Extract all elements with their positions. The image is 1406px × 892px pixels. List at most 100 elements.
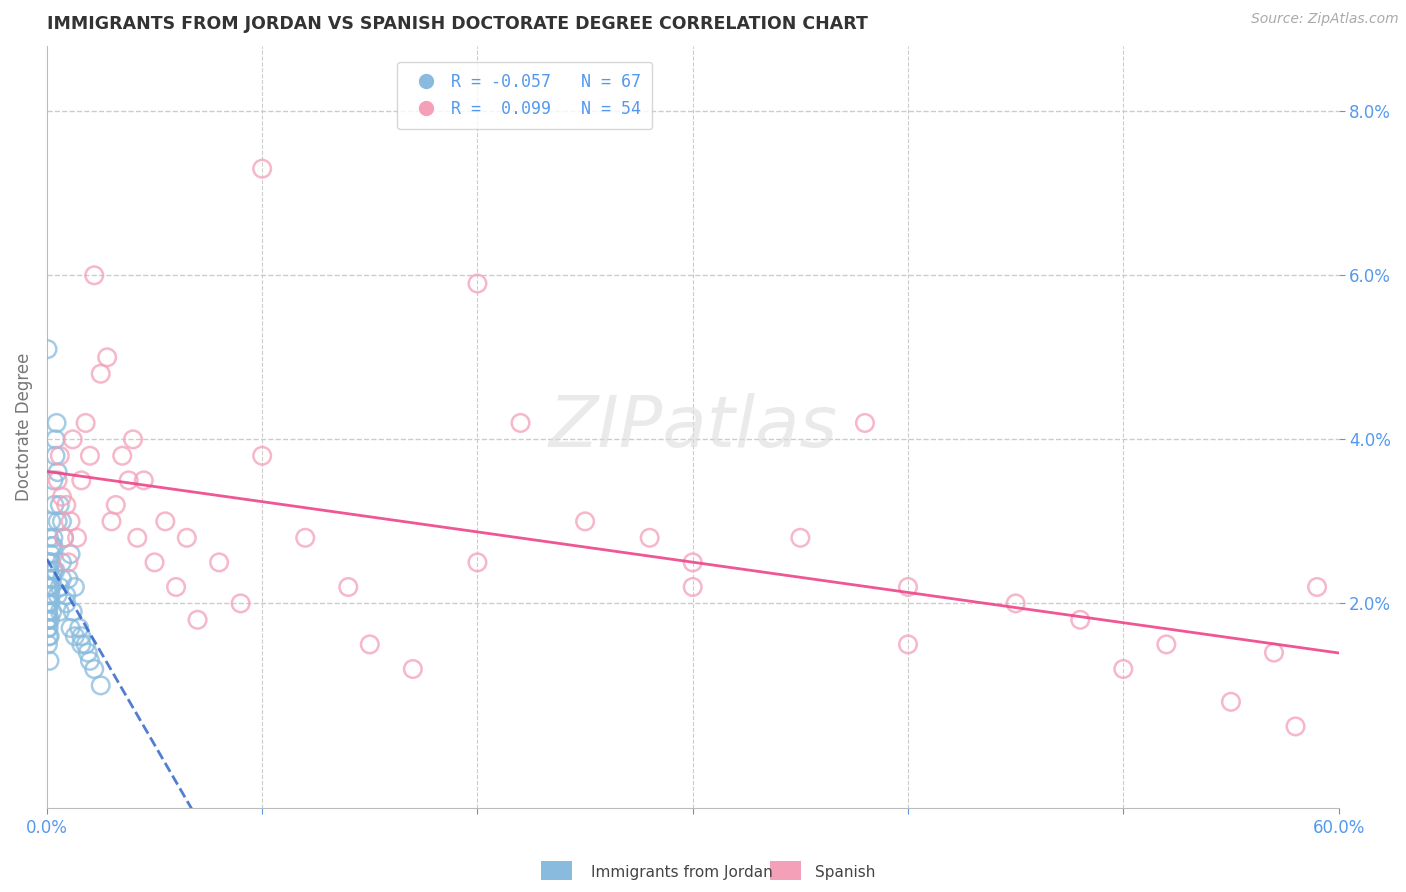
Text: IMMIGRANTS FROM JORDAN VS SPANISH DOCTORATE DEGREE CORRELATION CHART: IMMIGRANTS FROM JORDAN VS SPANISH DOCTOR… bbox=[46, 15, 868, 33]
Point bbox=[66, 531, 89, 545]
Point bbox=[402, 662, 425, 676]
Point bbox=[70, 629, 93, 643]
Point bbox=[37, 342, 59, 356]
Point bbox=[176, 531, 198, 545]
Point bbox=[118, 474, 141, 488]
Point bbox=[59, 515, 82, 529]
Point bbox=[49, 449, 72, 463]
Point bbox=[55, 498, 77, 512]
Point bbox=[63, 629, 86, 643]
Point bbox=[53, 531, 76, 545]
Point bbox=[44, 433, 66, 447]
Point bbox=[39, 580, 62, 594]
Point bbox=[1219, 695, 1241, 709]
Point bbox=[111, 449, 134, 463]
Point bbox=[1156, 637, 1178, 651]
Point bbox=[37, 596, 59, 610]
Point bbox=[1263, 646, 1285, 660]
Point bbox=[42, 539, 65, 553]
Point bbox=[90, 678, 112, 692]
Point bbox=[38, 531, 60, 545]
Point bbox=[38, 564, 60, 578]
Point bbox=[46, 474, 69, 488]
Point bbox=[38, 613, 60, 627]
Point bbox=[55, 588, 77, 602]
Point bbox=[49, 498, 72, 512]
Point bbox=[37, 613, 59, 627]
Point bbox=[1306, 580, 1329, 594]
Point bbox=[41, 572, 63, 586]
Point bbox=[79, 654, 101, 668]
Point bbox=[897, 580, 920, 594]
Point bbox=[853, 416, 876, 430]
Point bbox=[51, 515, 73, 529]
Point bbox=[38, 580, 60, 594]
Text: Spanish: Spanish bbox=[815, 865, 876, 880]
Point bbox=[1069, 613, 1091, 627]
Point bbox=[638, 531, 661, 545]
Point bbox=[83, 662, 105, 676]
Point bbox=[44, 498, 66, 512]
Point bbox=[62, 433, 84, 447]
Point bbox=[337, 580, 360, 594]
Point bbox=[42, 564, 65, 578]
Point bbox=[39, 613, 62, 627]
Point bbox=[39, 547, 62, 561]
Point bbox=[132, 474, 155, 488]
Point bbox=[682, 555, 704, 569]
Point bbox=[250, 449, 273, 463]
Point bbox=[229, 596, 252, 610]
Point bbox=[359, 637, 381, 651]
Point bbox=[38, 596, 60, 610]
Point bbox=[38, 572, 60, 586]
Point bbox=[76, 646, 98, 660]
Point bbox=[38, 621, 60, 635]
Text: Immigrants from Jordan: Immigrants from Jordan bbox=[591, 865, 772, 880]
Point bbox=[574, 515, 596, 529]
Point bbox=[58, 555, 80, 569]
Point bbox=[70, 474, 93, 488]
Point bbox=[67, 621, 90, 635]
Point bbox=[38, 629, 60, 643]
Point bbox=[39, 555, 62, 569]
Point bbox=[96, 351, 118, 365]
Point bbox=[49, 580, 72, 594]
Point bbox=[49, 605, 72, 619]
Point bbox=[509, 416, 531, 430]
Point bbox=[37, 605, 59, 619]
Point bbox=[104, 498, 127, 512]
Point bbox=[467, 277, 489, 291]
Point bbox=[75, 637, 97, 651]
Point bbox=[62, 605, 84, 619]
Point bbox=[45, 416, 67, 430]
Point bbox=[70, 637, 93, 651]
Point bbox=[51, 555, 73, 569]
Point bbox=[58, 572, 80, 586]
Point bbox=[39, 580, 62, 594]
Point bbox=[53, 531, 76, 545]
Point bbox=[250, 161, 273, 176]
Point bbox=[51, 572, 73, 586]
Legend: R = -0.057   N = 67, R =  0.099   N = 54: R = -0.057 N = 67, R = 0.099 N = 54 bbox=[398, 62, 652, 129]
Point bbox=[1112, 662, 1135, 676]
Point bbox=[165, 580, 187, 594]
Point bbox=[46, 515, 69, 529]
Point bbox=[83, 268, 105, 283]
Point bbox=[39, 515, 62, 529]
Point bbox=[44, 449, 66, 463]
Point bbox=[37, 555, 59, 569]
Point bbox=[41, 605, 63, 619]
Point bbox=[51, 490, 73, 504]
Point bbox=[59, 547, 82, 561]
Point bbox=[100, 515, 122, 529]
Text: Source: ZipAtlas.com: Source: ZipAtlas.com bbox=[1251, 12, 1399, 26]
Point bbox=[897, 637, 920, 651]
Point bbox=[789, 531, 811, 545]
Point bbox=[37, 588, 59, 602]
Point bbox=[63, 580, 86, 594]
Point bbox=[143, 555, 166, 569]
Point bbox=[1284, 719, 1306, 733]
Point bbox=[42, 474, 65, 488]
Point bbox=[38, 654, 60, 668]
Point bbox=[682, 580, 704, 594]
